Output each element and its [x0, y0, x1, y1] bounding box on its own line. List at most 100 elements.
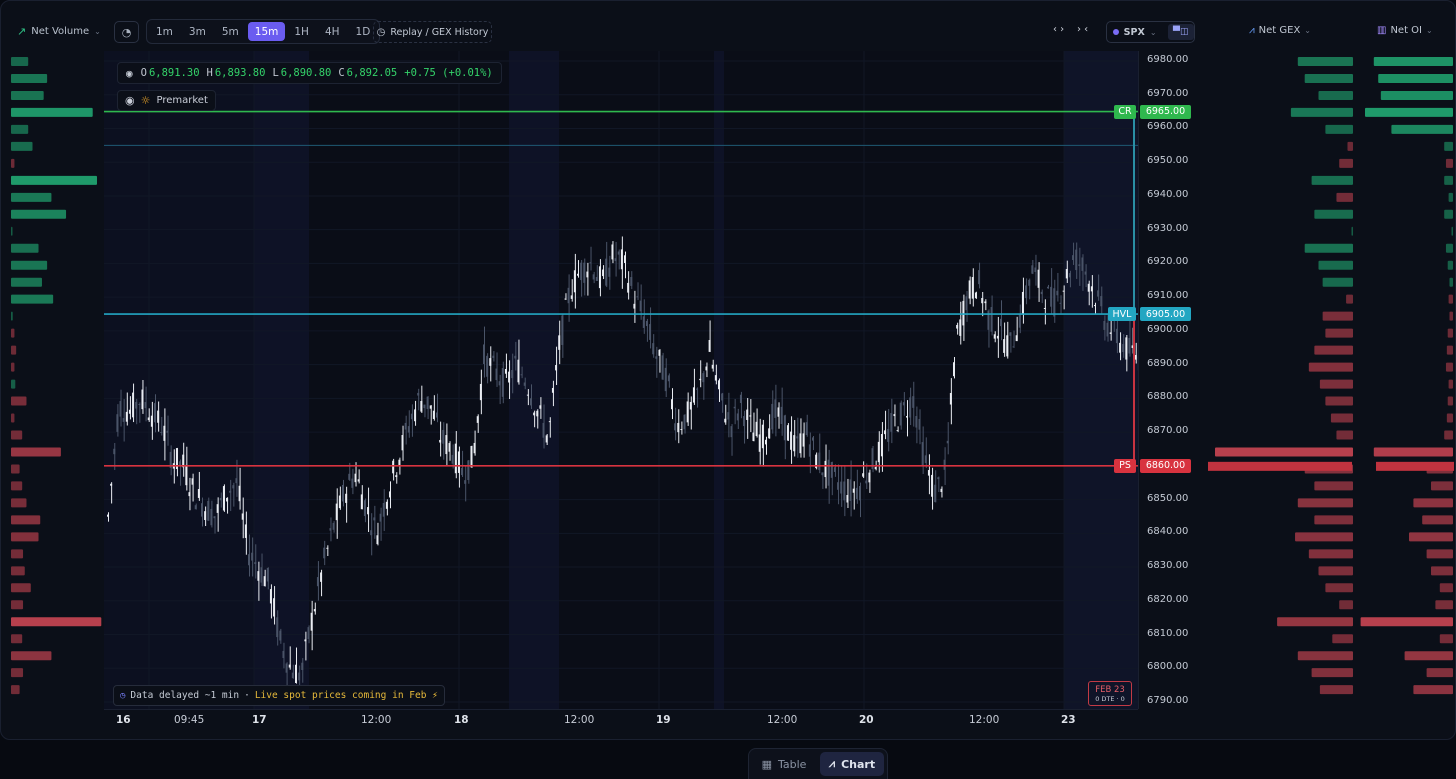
- price-tick: 6850.00: [1147, 492, 1189, 504]
- volume-bar: [1346, 294, 1353, 304]
- candle-body: [561, 315, 564, 346]
- symbol-selector[interactable]: SPX ⌄ ▀◫: [1106, 21, 1195, 43]
- net-volume-selector[interactable]: ↗ Net Volume ⌄: [17, 25, 101, 38]
- candle-body: [545, 435, 548, 443]
- candle-body: [921, 442, 924, 466]
- volume-bar: [1297, 498, 1353, 508]
- tab-table[interactable]: ▦ Table: [752, 752, 816, 776]
- candle-body: [222, 486, 225, 511]
- premarket-toggle[interactable]: ◉ ☼ Premarket: [117, 90, 216, 111]
- candle-body: [551, 387, 554, 393]
- candle-body: [163, 425, 166, 441]
- candle-body: [808, 444, 811, 457]
- volume-bar: [1435, 600, 1453, 610]
- tab-chart[interactable]: ⩘ Chart: [820, 752, 884, 776]
- timeframe-1h[interactable]: 1H: [294, 25, 309, 38]
- candle-body: [837, 482, 840, 490]
- ohlc-low: 6,890.80: [280, 67, 332, 79]
- timeframe-15m[interactable]: 15m: [247, 22, 286, 41]
- layout-icon[interactable]: ▀◫: [1167, 24, 1194, 40]
- ohlc-close: 6,892.05: [346, 67, 398, 79]
- volume-bar: [1449, 311, 1453, 321]
- expand-icon[interactable]: ‹ ›: [1053, 24, 1065, 35]
- candle-body: [1075, 249, 1078, 271]
- candle-body: [351, 478, 354, 488]
- expiry-badge[interactable]: FEB 23 0 DTE · 0: [1088, 681, 1132, 706]
- candle-body: [915, 416, 918, 428]
- candle-body: [451, 454, 454, 464]
- candle-body: [329, 528, 332, 531]
- candle-body: [567, 287, 570, 304]
- candle-body: [667, 375, 670, 382]
- candle-body: [107, 514, 109, 517]
- candle-body: [683, 414, 686, 430]
- timeframe-4h[interactable]: 4H: [324, 25, 340, 38]
- notice-separator: ·: [244, 690, 250, 701]
- timeframe-3m[interactable]: 3m: [188, 25, 206, 38]
- candle-body: [348, 473, 351, 480]
- time-tick: 12:00: [361, 714, 392, 726]
- eye-icon[interactable]: ◉: [126, 66, 133, 80]
- timeframe-5m[interactable]: 5m: [221, 25, 239, 38]
- candle-body: [558, 335, 561, 350]
- candle-body: [276, 617, 279, 638]
- ohlc-legend: ◉ O 6,891.30 H 6,893.80 L 6,890.80 C 6,892.0…: [117, 62, 502, 84]
- candle-body: [404, 422, 407, 430]
- volume-bar: [1444, 141, 1453, 151]
- time-tick: 09:45: [174, 714, 205, 726]
- volume-bar: [11, 294, 54, 304]
- volume-bar: [1444, 209, 1453, 219]
- candle-body: [1000, 318, 1002, 327]
- candle-body: [636, 296, 639, 298]
- info-icon: ◷: [120, 690, 126, 701]
- candle-body: [357, 479, 360, 482]
- timeframe-1m[interactable]: 1m: [156, 25, 173, 38]
- volume-bar: [1336, 192, 1353, 202]
- candle-body: [360, 494, 363, 510]
- candle-body: [812, 437, 814, 441]
- candle-body: [489, 358, 492, 366]
- candle-body: [664, 367, 667, 392]
- candle-body: [395, 475, 398, 478]
- volume-bar: [1308, 549, 1353, 559]
- session-band: [509, 51, 559, 709]
- collapse-icon[interactable]: › ‹: [1077, 24, 1089, 35]
- candle-body: [467, 460, 470, 481]
- candle-body: [429, 405, 432, 409]
- candle-body: [965, 296, 968, 311]
- volume-bar: [11, 362, 15, 372]
- volume-bar: [1215, 447, 1353, 457]
- candle-body: [580, 262, 583, 281]
- chevron-down-icon: ⌄: [1149, 27, 1157, 37]
- candle-body: [730, 426, 733, 438]
- price-chart[interactable]: [104, 51, 1138, 709]
- candle-body: [442, 429, 445, 444]
- tab-chart-label: Chart: [841, 757, 876, 771]
- eye-icon[interactable]: ◉: [125, 94, 135, 107]
- candle-body: [445, 435, 448, 455]
- net-gex-header[interactable]: ⩘ Net GEX ⌄: [1249, 25, 1311, 36]
- palette-button[interactable]: ◔: [114, 21, 139, 43]
- candle-body: [874, 467, 877, 470]
- candle-body: [194, 505, 197, 510]
- candle-body: [1094, 305, 1096, 307]
- candle-body: [1119, 342, 1122, 353]
- candle-body: [884, 430, 887, 435]
- candle-body: [1018, 314, 1021, 328]
- volume-bar: [1431, 566, 1453, 576]
- candle-body: [692, 387, 695, 403]
- volume-bar: [11, 549, 24, 559]
- volume-bar: [1322, 277, 1353, 287]
- candle-body: [962, 300, 965, 326]
- candle-body: [338, 495, 341, 509]
- net-oi-header[interactable]: ▥ Net OI ⌄: [1377, 25, 1433, 36]
- candle-body: [934, 484, 937, 503]
- volume-bar: [1391, 124, 1453, 134]
- volume-bar: [1314, 481, 1353, 491]
- candle-body: [160, 431, 163, 433]
- time-tick: 12:00: [564, 714, 595, 726]
- candle-body: [602, 269, 605, 277]
- timeframe-1d[interactable]: 1D: [355, 25, 371, 38]
- candle-body: [1025, 285, 1028, 299]
- replay-gex-history-button[interactable]: ◷ Replay / GEX History: [373, 21, 492, 43]
